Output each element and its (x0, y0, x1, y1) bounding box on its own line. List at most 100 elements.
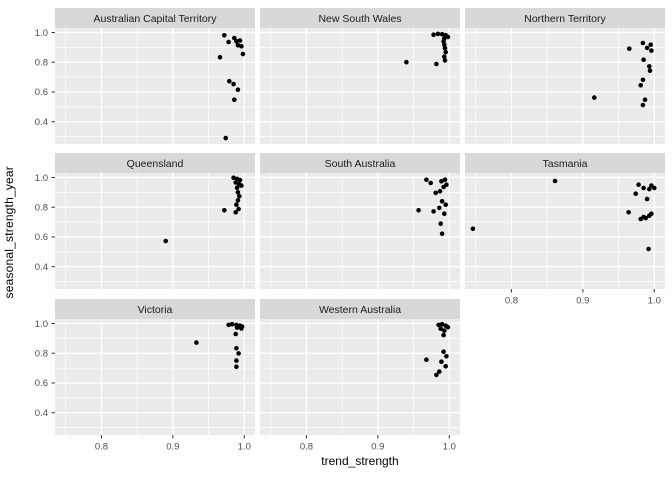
y-tick-label: 0.8 (35, 58, 48, 69)
data-point (439, 31, 445, 37)
data-point (234, 38, 239, 44)
data-point (229, 321, 235, 327)
x-tick-label: 0.9 (576, 296, 589, 307)
y-tick-label: 0.4 (35, 117, 48, 128)
facet-title: Victoria (138, 304, 173, 316)
data-point (437, 189, 443, 194)
data-point (647, 64, 652, 69)
data-point (642, 97, 648, 102)
data-point (646, 246, 651, 252)
data-point (437, 369, 442, 374)
data-point (638, 83, 643, 88)
data-point (235, 43, 241, 48)
x-tick-label: 1.0 (238, 442, 251, 453)
x-tick-label: 0.8 (300, 442, 313, 453)
data-point (433, 190, 439, 196)
data-point (239, 183, 244, 188)
facet-title: Western Australia (319, 304, 401, 316)
data-point (416, 208, 421, 213)
x-axis-title: trend_strength (321, 454, 399, 468)
data-point (237, 194, 242, 199)
data-point (441, 332, 446, 338)
data-point (434, 372, 439, 378)
data-point (239, 326, 244, 331)
y-tick-label: 1.0 (35, 28, 48, 39)
data-point (223, 135, 228, 141)
data-point (443, 364, 449, 369)
x-tick-label: 0.9 (371, 442, 384, 453)
data-point (235, 190, 241, 195)
facet-strip (260, 153, 460, 173)
y-axis-title: seasonal_strength_year (2, 28, 16, 436)
data-point (442, 54, 447, 59)
data-point (626, 210, 631, 215)
data-point (234, 364, 239, 370)
data-point (227, 78, 232, 84)
data-point (234, 346, 239, 351)
data-point (439, 179, 444, 184)
facet-title: Northern Territory (524, 13, 606, 25)
data-point (438, 326, 444, 332)
x-tick-label: 1.0 (443, 442, 456, 453)
data-point (442, 45, 448, 51)
data-point (438, 221, 444, 226)
data-point (439, 231, 445, 236)
facet-panel: Western Australia 0.8 0.9 1.0 (260, 299, 460, 453)
facet-panel: Northern Territory (465, 8, 665, 144)
y-tick-label: 0.8 (35, 203, 48, 214)
x-tick-label: 1.0 (648, 296, 661, 307)
data-point (233, 210, 238, 215)
data-point (439, 199, 445, 204)
facet-panel: Tasmania 0.8 0.9 1.0 (465, 153, 665, 307)
x-tick-label: 0.8 (505, 296, 518, 307)
data-point (234, 358, 239, 363)
facet-panel: Queensland 0.4 0.6 0.8 1.0 (35, 153, 255, 289)
data-point (237, 38, 243, 43)
data-point (233, 180, 238, 185)
data-point (437, 205, 442, 211)
data-point (194, 340, 199, 345)
panel-background (465, 28, 665, 144)
data-point (235, 87, 241, 92)
data-point (236, 206, 241, 212)
data-point (641, 185, 646, 191)
data-point (163, 238, 168, 244)
y-tick-label: 0.4 (35, 408, 48, 419)
x-tick-label: 0.8 (95, 442, 108, 453)
facet-strip (55, 153, 255, 173)
data-point (592, 95, 597, 100)
facet-panel: South Australia (260, 153, 460, 289)
data-point (236, 351, 241, 356)
data-point (445, 324, 451, 330)
data-point (643, 215, 648, 221)
facet-title: New South Wales (318, 13, 401, 25)
data-point (431, 209, 436, 214)
data-point (442, 328, 447, 333)
data-point (640, 102, 646, 108)
panel-background (260, 319, 460, 435)
data-point (226, 39, 231, 45)
data-point (235, 198, 241, 203)
data-point (443, 202, 449, 207)
facet-title: Queensland (127, 158, 184, 170)
data-point (231, 175, 236, 181)
data-point (441, 349, 446, 355)
facet-title: Tasmania (543, 158, 588, 170)
data-point (445, 34, 451, 40)
data-point (644, 45, 650, 51)
data-point (442, 211, 447, 216)
data-point (441, 184, 446, 190)
data-point (234, 325, 240, 330)
data-point (439, 321, 445, 327)
data-point (641, 57, 646, 62)
facet-strip (465, 153, 665, 173)
data-point (239, 44, 244, 49)
data-point (640, 40, 646, 46)
x-tick-label: 0.9 (166, 442, 179, 453)
data-point (233, 331, 238, 337)
data-point (217, 55, 223, 60)
facet-strip (55, 8, 255, 28)
data-point (232, 97, 237, 102)
panel-background (55, 319, 255, 435)
y-tick-label: 1.0 (35, 173, 48, 184)
